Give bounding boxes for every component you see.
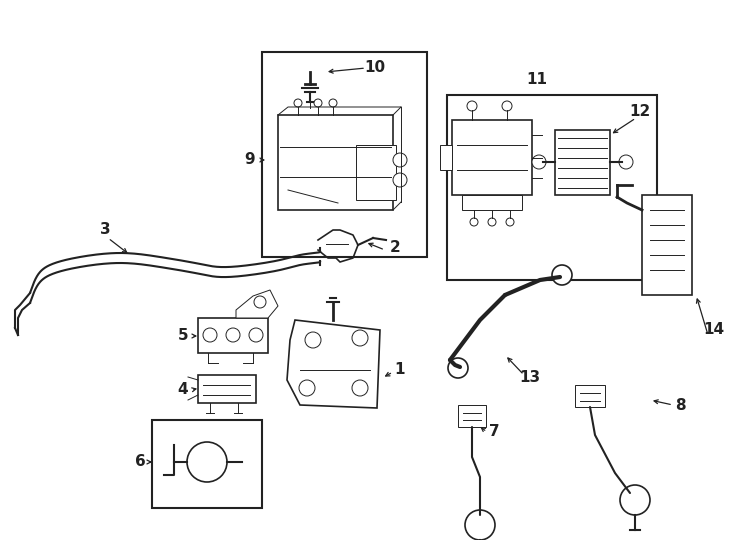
Text: 6: 6	[134, 455, 145, 469]
Circle shape	[470, 218, 478, 226]
Text: 5: 5	[178, 328, 189, 343]
Text: 11: 11	[526, 72, 548, 87]
Text: 12: 12	[629, 105, 650, 119]
Text: 14: 14	[703, 322, 724, 338]
Bar	[198, 318, 268, 353]
Bar	[458, 405, 486, 427]
Text: 9: 9	[244, 152, 255, 167]
Polygon shape	[278, 115, 393, 210]
Circle shape	[620, 485, 650, 515]
Circle shape	[465, 510, 495, 540]
Circle shape	[502, 101, 512, 111]
Circle shape	[488, 218, 496, 226]
Circle shape	[393, 153, 407, 167]
Text: 8: 8	[675, 397, 686, 413]
Circle shape	[352, 330, 368, 346]
Polygon shape	[287, 320, 380, 408]
Text: 2: 2	[390, 240, 400, 255]
Circle shape	[294, 99, 302, 107]
Bar	[447, 95, 657, 280]
Circle shape	[187, 442, 227, 482]
Text: 3: 3	[100, 222, 110, 238]
Text: 10: 10	[365, 60, 385, 76]
Bar	[152, 420, 262, 508]
Circle shape	[619, 155, 633, 169]
Circle shape	[254, 296, 266, 308]
Polygon shape	[236, 290, 278, 318]
Circle shape	[467, 101, 477, 111]
Text: 13: 13	[520, 370, 540, 386]
Bar	[555, 130, 610, 195]
Circle shape	[249, 328, 263, 342]
Bar	[462, 195, 522, 210]
Circle shape	[393, 173, 407, 187]
Circle shape	[352, 380, 368, 396]
Text: 7: 7	[489, 424, 499, 440]
Circle shape	[552, 265, 572, 285]
Bar	[262, 52, 427, 257]
Bar	[440, 145, 452, 170]
Circle shape	[532, 155, 546, 169]
Bar	[575, 385, 605, 407]
Bar	[198, 375, 256, 403]
Circle shape	[203, 328, 217, 342]
Circle shape	[305, 332, 321, 348]
Circle shape	[226, 328, 240, 342]
Circle shape	[448, 358, 468, 378]
Bar	[642, 195, 692, 295]
Circle shape	[314, 99, 322, 107]
Text: 4: 4	[178, 382, 189, 397]
Circle shape	[329, 99, 337, 107]
Bar	[452, 120, 532, 195]
Circle shape	[299, 380, 315, 396]
Bar	[356, 145, 396, 200]
Circle shape	[506, 218, 514, 226]
Text: 1: 1	[395, 362, 405, 377]
